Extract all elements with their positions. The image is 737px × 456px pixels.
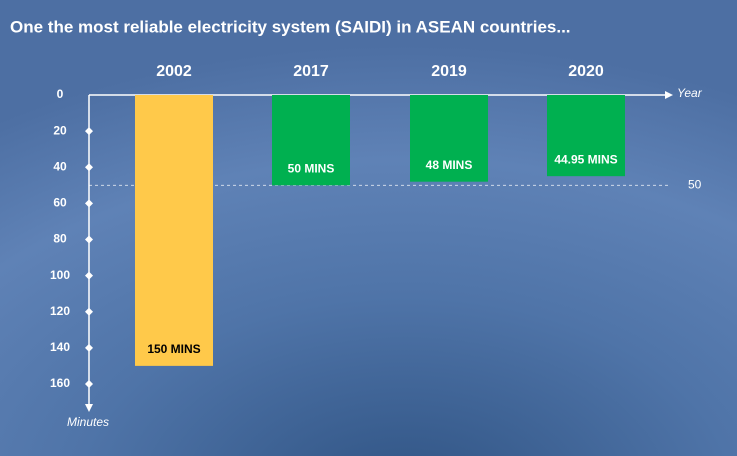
bar [547,95,625,177]
bar [410,95,488,182]
value-label: 50 MINS [288,161,335,175]
x-tick-label: 2020 [568,63,604,80]
y-tick-label: 40 [53,159,67,173]
y-tick-label: 120 [50,304,70,318]
tick-mark [85,271,93,280]
y-tick-label: 0 [57,87,64,101]
tick-mark [85,307,93,316]
value-label: 150 MINS [147,342,200,356]
chart-title: One the most reliable electricity system… [10,17,571,36]
x-axis-arrow [665,91,673,99]
tick-mark [85,379,93,388]
y-tick-label: 20 [53,123,67,137]
x-tick-label: 2019 [431,63,467,80]
bar [272,95,350,186]
reference-label: 50 [688,177,702,191]
y-tick-label: 60 [53,196,67,210]
y-tick-label: 160 [50,376,70,390]
y-tick-label: 100 [50,268,70,282]
tick-mark [85,199,93,208]
tick-mark [85,235,93,244]
x-tick-label: 2002 [156,63,192,80]
x-tick-label: 2017 [293,63,329,80]
y-axis-arrow [85,404,93,412]
tick-mark [85,343,93,352]
y-tick-label: 140 [50,340,70,354]
y-axis-label: Minutes [67,415,109,429]
y-tick-label: 80 [53,232,67,246]
value-label: 48 MINS [426,158,473,172]
value-label: 44.95 MINS [554,152,617,166]
tick-mark [85,127,93,136]
bar [135,95,213,366]
tick-mark [85,163,93,172]
x-axis-label: Year [677,86,703,100]
